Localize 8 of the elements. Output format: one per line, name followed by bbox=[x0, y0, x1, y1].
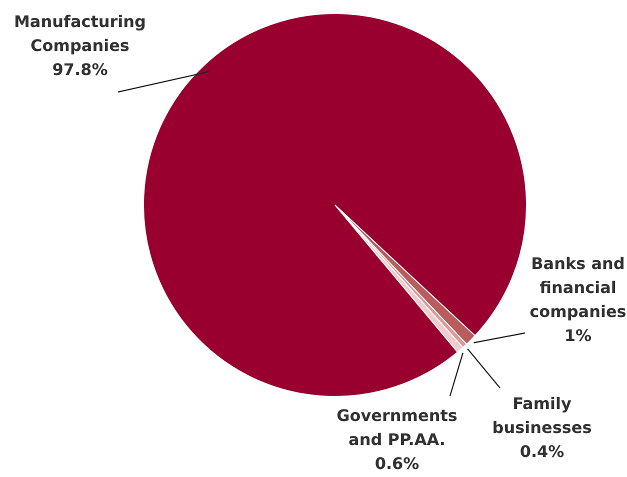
slice-label: Manufacturing Companies bbox=[13, 11, 147, 57]
data-label: 97.8% bbox=[51, 59, 109, 81]
data-label: 0.4% bbox=[518, 441, 566, 463]
slice-label: Governments and PP.AA. bbox=[336, 405, 458, 451]
slice-label: Family businesses bbox=[491, 393, 593, 439]
slice-label: Banks and financial companies bbox=[528, 253, 627, 323]
data-label: 0.6% bbox=[374, 453, 420, 475]
data-label: 1% bbox=[563, 325, 593, 347]
